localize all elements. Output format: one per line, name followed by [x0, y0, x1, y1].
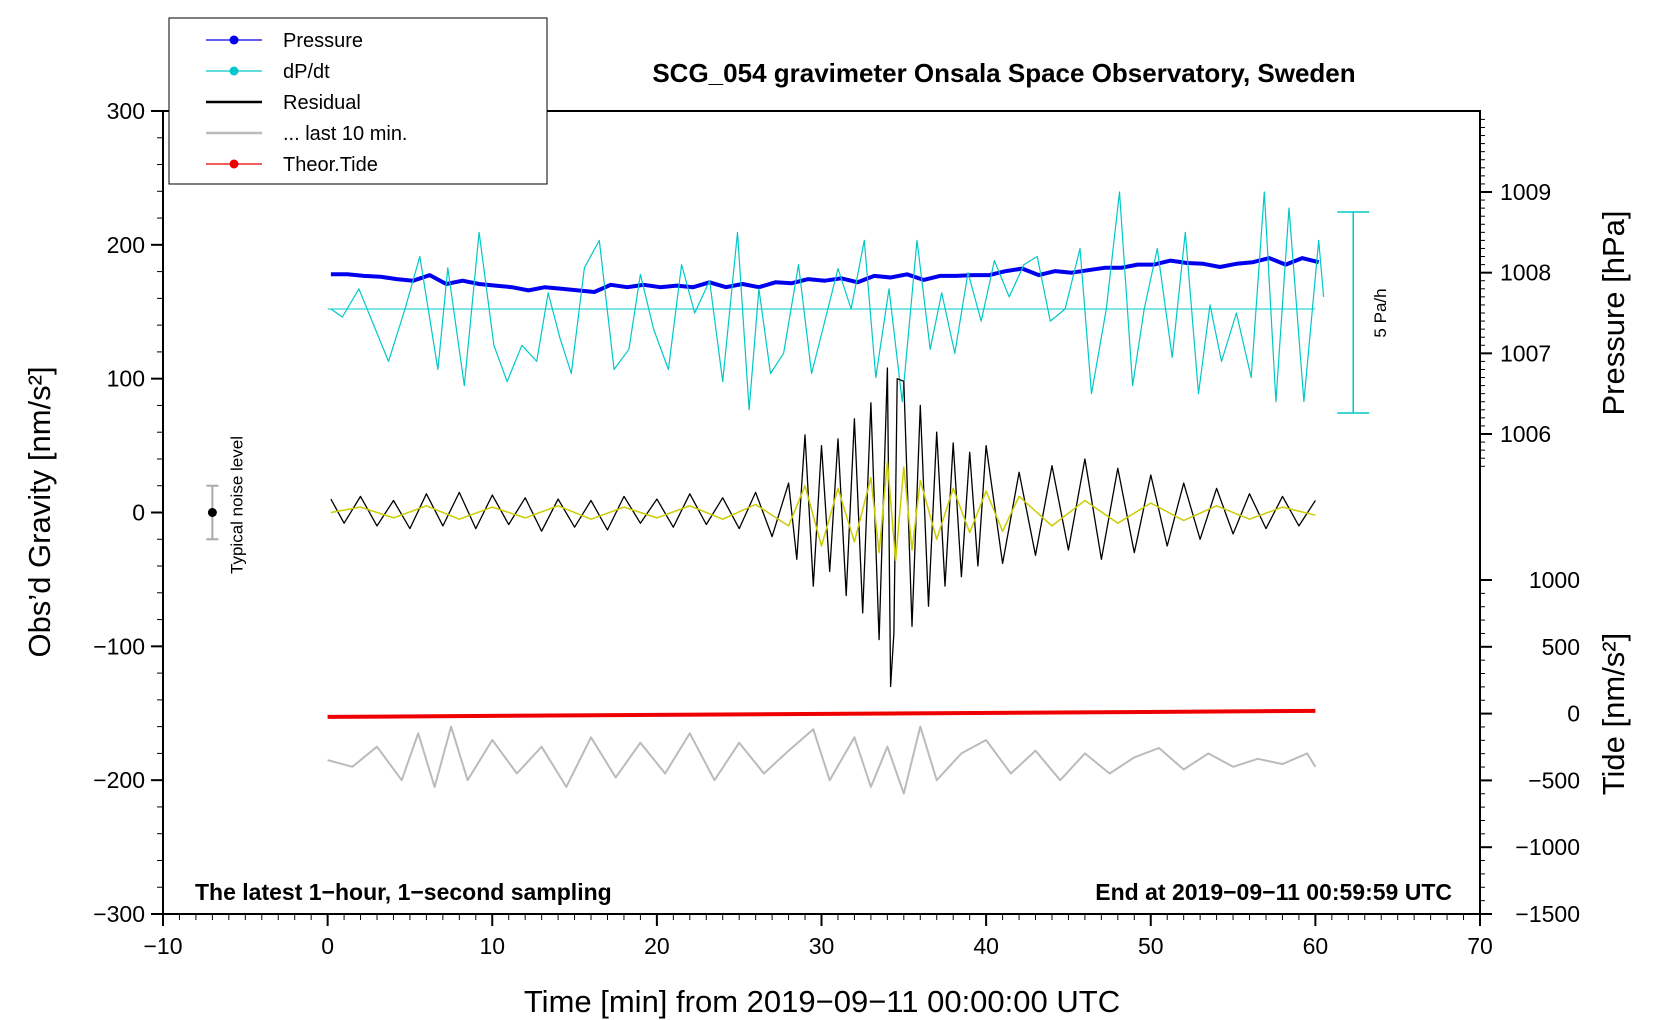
legend-label: dP/dt — [283, 61, 330, 83]
legend-label: ... last 10 min. — [283, 123, 408, 145]
pressure-tick-label: 1007 — [1500, 340, 1551, 366]
y-tick-label: 0 — [132, 500, 145, 526]
pressure-tick-label: 1008 — [1500, 260, 1551, 286]
legend-label: Theor.Tide — [283, 154, 378, 176]
noise-level-label: Typical noise level — [227, 436, 246, 574]
y-tick-label: 300 — [107, 98, 145, 124]
series-theor-tide — [327, 708, 1316, 719]
tide-tick-label: −1500 — [1515, 901, 1580, 927]
y-tick-label: −200 — [93, 767, 145, 793]
y-axis-title-pressure: Pressure [hPa] — [1596, 210, 1631, 415]
rate-scale-label: 5 Pa/h — [1371, 288, 1390, 337]
pressure-tick-label: 1009 — [1500, 179, 1551, 205]
legend-label: Residual — [283, 92, 361, 114]
tide-tick-label: 500 — [1542, 634, 1580, 660]
legend-marker — [229, 159, 239, 169]
tide-tick-label: −1000 — [1515, 834, 1580, 860]
y-tick-label: −100 — [93, 633, 145, 659]
x-tick-label: 20 — [644, 933, 670, 959]
legend-marker — [229, 66, 239, 76]
series-last-10-min — [327, 725, 1317, 795]
end-time-note: End at 2019−09−11 00:59:59 UTC — [1095, 879, 1452, 905]
noise-center-dot — [207, 508, 217, 517]
y-tick-label: 200 — [107, 232, 145, 258]
x-tick-label: −10 — [143, 933, 182, 959]
pressure-tick-label: 1006 — [1500, 421, 1551, 447]
y-tick-label: 100 — [107, 366, 145, 392]
y-axis-title-tide: Tide [nm/s²] — [1596, 633, 1631, 796]
sampling-note: The latest 1−hour, 1−second sampling — [195, 879, 612, 905]
tide-tick-label: 1000 — [1529, 567, 1580, 593]
chart-title: SCG_054 gravimeter Onsala Space Observat… — [652, 58, 1355, 88]
x-tick-label: 60 — [1303, 933, 1329, 959]
y-axis-title-left: Obs’d Gravity [nm/s²] — [22, 366, 57, 657]
tide-tick-label: 0 — [1567, 701, 1580, 727]
series-residual-filtered — [330, 460, 1316, 562]
decor-layer — [206, 211, 1370, 541]
series-layer — [327, 191, 1325, 795]
legend: Pressure dP/dt Residual ... last 10 min. The… — [168, 17, 548, 185]
y-tick-label: −300 — [93, 901, 145, 927]
x-tick-label: 10 — [479, 933, 505, 959]
tide-tick-label: −500 — [1528, 767, 1580, 793]
x-tick-label: 40 — [973, 933, 999, 959]
x-tick-label: 50 — [1138, 933, 1164, 959]
x-tick-label: 30 — [809, 933, 835, 959]
x-axis-title: Time [min] from 2019−09−11 00:00:00 UTC — [524, 984, 1120, 1019]
legend-marker — [229, 35, 239, 45]
x-tick-label: 70 — [1467, 933, 1493, 959]
legend-label: Pressure — [283, 30, 363, 52]
series-residual — [330, 367, 1316, 688]
x-tick-label: 0 — [321, 933, 334, 959]
series-dp-dt — [330, 191, 1325, 411]
axes-layer: −10 0 10 20 30 40 50 60 703002001000−100−200−300… — [93, 98, 1580, 959]
